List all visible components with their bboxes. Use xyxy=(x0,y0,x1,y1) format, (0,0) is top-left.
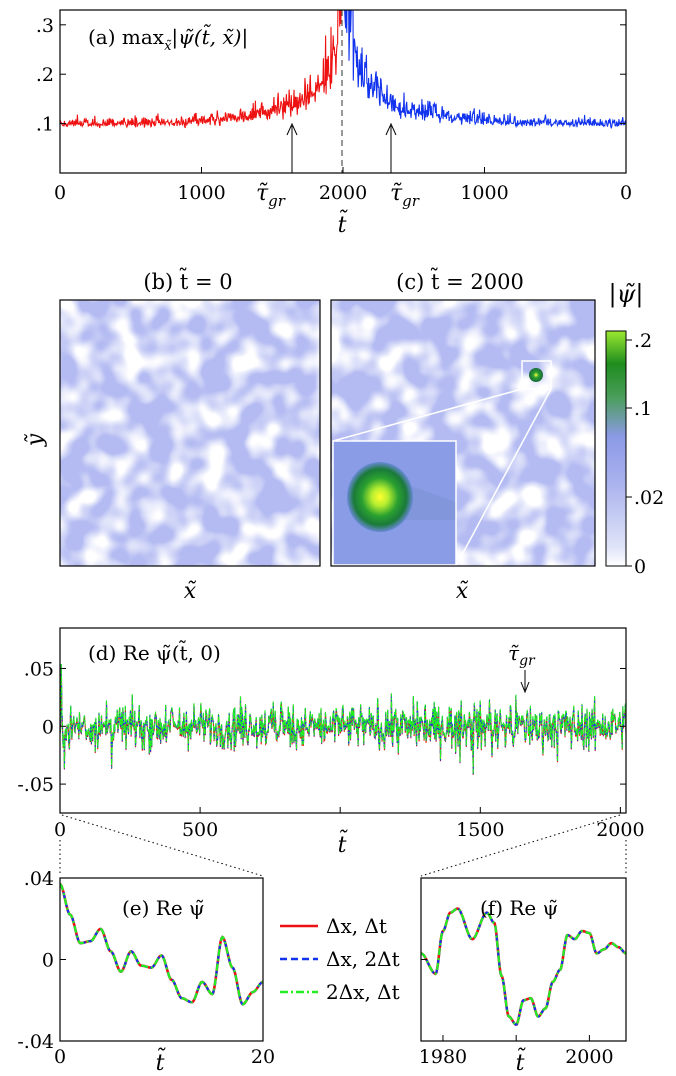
legend-label-2: 2Δx, Δt xyxy=(326,980,400,1004)
panel-e: (e) Re ψ̃ .040-.04 0 20 t̃ xyxy=(17,868,275,1076)
d-zoom-dotted-left xyxy=(61,814,264,877)
d-label-bg xyxy=(84,636,254,666)
a-tau-right-label: τ̃gr xyxy=(390,181,420,210)
d-xtick-label: 0 xyxy=(54,819,66,841)
e-series-blue xyxy=(60,883,263,1006)
legend-label-0: Δx, Δt xyxy=(326,914,387,938)
d-ytick-label: 0 xyxy=(42,716,54,738)
a-series-red xyxy=(60,10,342,129)
d-xtick-label: 2000 xyxy=(596,819,644,841)
a-ytick-label: .3 xyxy=(36,15,54,37)
f-xlabel: t̃ xyxy=(516,1046,527,1076)
a-tau-right-arrowhead xyxy=(385,122,397,136)
e-xtick-label: 20 xyxy=(251,1046,275,1068)
colorbar-gradient xyxy=(605,330,627,567)
b-title: (b) t̃ = 0 xyxy=(143,267,232,294)
f-label: (f) Re ψ̃ xyxy=(480,896,558,920)
a-label-bg xyxy=(84,20,294,52)
f-series-green xyxy=(421,907,626,1026)
d-ytick-label: .05 xyxy=(24,658,54,680)
d-label: (d) Re ψ̃(t̃, 0) xyxy=(88,639,221,665)
b-frame xyxy=(59,299,321,567)
e-series-green xyxy=(60,883,263,1006)
e-xtick-label: 0 xyxy=(54,1046,66,1068)
c-zoom-box xyxy=(521,360,552,390)
c-soliton xyxy=(529,368,543,382)
e-xlabel: t̃ xyxy=(156,1046,167,1076)
f-series-red xyxy=(421,907,626,1026)
b-field-texture xyxy=(60,300,320,566)
c-frame xyxy=(330,299,596,567)
panel-a: (a) maxx̃|ψ̃(t̃, x̃)| .1 .2 .3 0 1000 2000 10… xyxy=(36,9,632,238)
c-xlabel: x̃ xyxy=(456,579,469,604)
a-xtick-label: 0 xyxy=(54,182,66,204)
colorbar-tick-label: .02 xyxy=(634,487,664,509)
d-tau-arrowhead xyxy=(520,681,530,694)
c-inset-frame xyxy=(332,440,457,566)
a-xtick-label: 1000 xyxy=(460,182,508,204)
f-series-blue xyxy=(421,907,626,1026)
e-ytick-label: -.04 xyxy=(17,1031,54,1053)
d-zoom-dotted-right xyxy=(420,814,621,877)
d-xlabel: t̃ xyxy=(338,828,349,858)
d-ytick-label: -.05 xyxy=(17,774,54,796)
colorbar-title: |ψ̃| xyxy=(609,280,644,309)
a-xtick-label: 2000 xyxy=(319,182,367,204)
c-inset-soliton xyxy=(347,462,413,532)
a-tau-left-arrowhead xyxy=(286,122,298,136)
c-zoom-line-1 xyxy=(332,388,523,442)
a-xtick-label: 1000 xyxy=(177,182,225,204)
colorbar-tick-label: .2 xyxy=(634,330,652,352)
panel-f: (f) Re ψ̃ 1980 2000 t̃ xyxy=(419,877,627,1076)
b-ylabel: ỹ xyxy=(23,433,48,447)
colorbar-tick-label: 0 xyxy=(634,556,646,578)
colorbar: |ψ̃| .2 .1 .02 0 xyxy=(605,280,664,578)
d-frame xyxy=(59,627,627,814)
a-label: (a) maxx̃|ψ̃(t̃, x̃)| xyxy=(88,23,248,54)
panel-d: (d) Re ψ̃(t̃, 0) τ̃gr .05 0 -.05 0 500 1500 2… xyxy=(17,627,645,877)
colorbar-tick-label: .1 xyxy=(634,398,652,420)
legend: Δx, Δt Δx, 2Δt 2Δx, Δt xyxy=(280,914,400,1004)
a-xtick-label: 0 xyxy=(620,182,632,204)
d-xtick-label: 1500 xyxy=(456,819,504,841)
d-series-green xyxy=(60,663,626,774)
c-inset-tail xyxy=(400,482,456,520)
panel-c: (c) t̃ = 2000 x̃ xyxy=(330,267,596,604)
a-ytick-label: .2 xyxy=(36,64,54,86)
c-zoom-line-2 xyxy=(455,388,552,567)
panel-b: (b) t̃ = 0 x̃ ỹ xyxy=(23,267,321,604)
a-ytick-label: .1 xyxy=(36,114,54,136)
e-label: (e) Re ψ̃ xyxy=(122,896,205,920)
b-xlabel: x̃ xyxy=(184,579,197,604)
a-series-blue xyxy=(344,10,626,129)
legend-label-1: Δx, 2Δt xyxy=(326,947,400,971)
e-ytick-label: .04 xyxy=(24,868,54,890)
d-series-blue xyxy=(60,664,626,775)
f-xtick-label: 2000 xyxy=(565,1046,613,1068)
f-xtick-label: 1980 xyxy=(419,1046,467,1068)
e-ytick-label: 0 xyxy=(42,950,54,972)
d-xtick-label: 500 xyxy=(182,819,218,841)
d-tau-label: τ̃gr xyxy=(508,641,536,669)
a-xlabel: t̃ xyxy=(338,208,349,238)
a-tau-left-label: τ̃gr xyxy=(256,181,286,210)
c-title: (c) t̃ = 2000 xyxy=(396,267,524,294)
